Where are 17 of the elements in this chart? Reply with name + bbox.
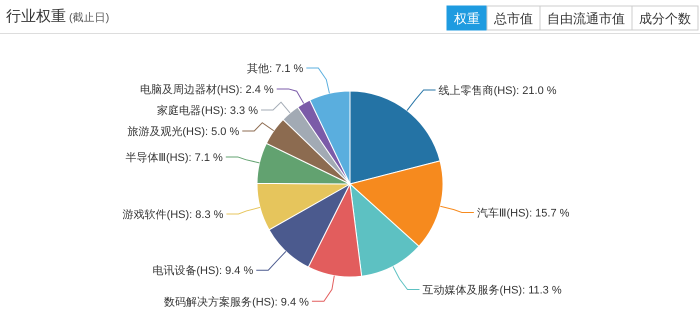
slice-label: 旅游及观光(HS): 5.0 % [127, 124, 240, 138]
slice-label: 游戏软件(HS): 8.3 % [122, 208, 224, 221]
slice-label: 互动媒体及服务(HS): 11.3 % [422, 284, 562, 297]
tab: 成分个数 [632, 6, 698, 30]
tab: 总市值 [486, 6, 540, 30]
slice-label: 电脑及周边器材(HS): 2.4 % [140, 82, 274, 96]
slice-label: 汽车Ⅲ(HS): 15.7 % [476, 206, 570, 220]
chart-title: 行业权重 [6, 8, 66, 25]
tab: 权重 [446, 6, 488, 30]
chart-subtitle: (截止日) [69, 11, 110, 24]
slice-label: 家庭电器(HS): 3.3 % [157, 104, 258, 117]
slice-label: 数码解决方案服务(HS): 9.4 % [164, 295, 310, 308]
slice-label: 其他: 7.1 % [247, 62, 304, 75]
slice-label: 线上零售商(HS): 21.0 % [438, 84, 557, 97]
tab: 自由流通市值 [540, 6, 632, 30]
slice-label: 电讯设备(HS): 9.4 % [152, 264, 254, 278]
slice-label: 半导体Ⅲ(HS): 7.1 % [125, 150, 224, 164]
